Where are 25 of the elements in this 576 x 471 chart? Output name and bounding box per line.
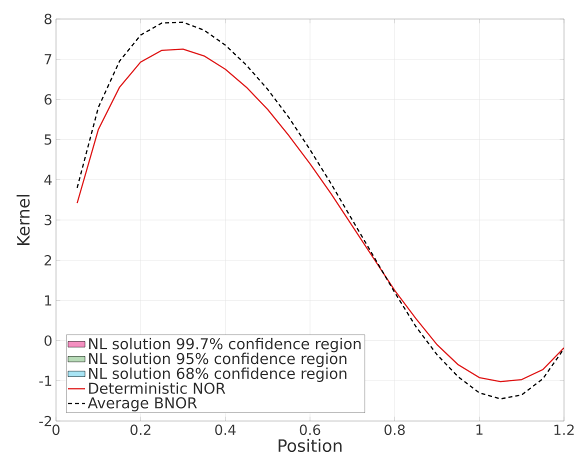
y-tick-label: 5 (44, 134, 52, 145)
y-tick-label: 7 (44, 54, 52, 64)
y-tick-label: 4 (44, 174, 52, 185)
x-tick-label: 0.2 (130, 424, 150, 436)
x-tick-label: 0.8 (384, 424, 405, 436)
x-tick-label: 0 (52, 424, 60, 436)
y-tick-label: 1 (45, 295, 52, 306)
x-axis-title: Position (278, 438, 342, 452)
legend-label: Average BNOR (88, 397, 197, 412)
x-tick-label: 1.2 (554, 424, 574, 435)
y-tick-label: 3 (44, 214, 52, 226)
y-tick-label: 2 (44, 255, 52, 266)
legend-label: NL solution 68% confidence region (89, 368, 346, 382)
legend-label: NL solution 99.7% confidence region (89, 338, 361, 352)
y-tick-label: 8 (44, 14, 52, 24)
y-tick-label: 0 (44, 335, 52, 346)
legend-label: Deterministic NOR (89, 382, 226, 394)
y-tick-label: 6 (44, 94, 52, 105)
y-axis-title: Kernel (16, 194, 30, 245)
legend-label: NL solution 95% confidence region (89, 352, 346, 368)
x-tick-label: 0.6 (300, 424, 320, 436)
y-tick-label: -1 (39, 376, 52, 386)
x-tick-label: 0.4 (215, 424, 236, 436)
y-tick-label: -2 (39, 416, 52, 426)
x-tick-label: 1 (476, 424, 482, 435)
